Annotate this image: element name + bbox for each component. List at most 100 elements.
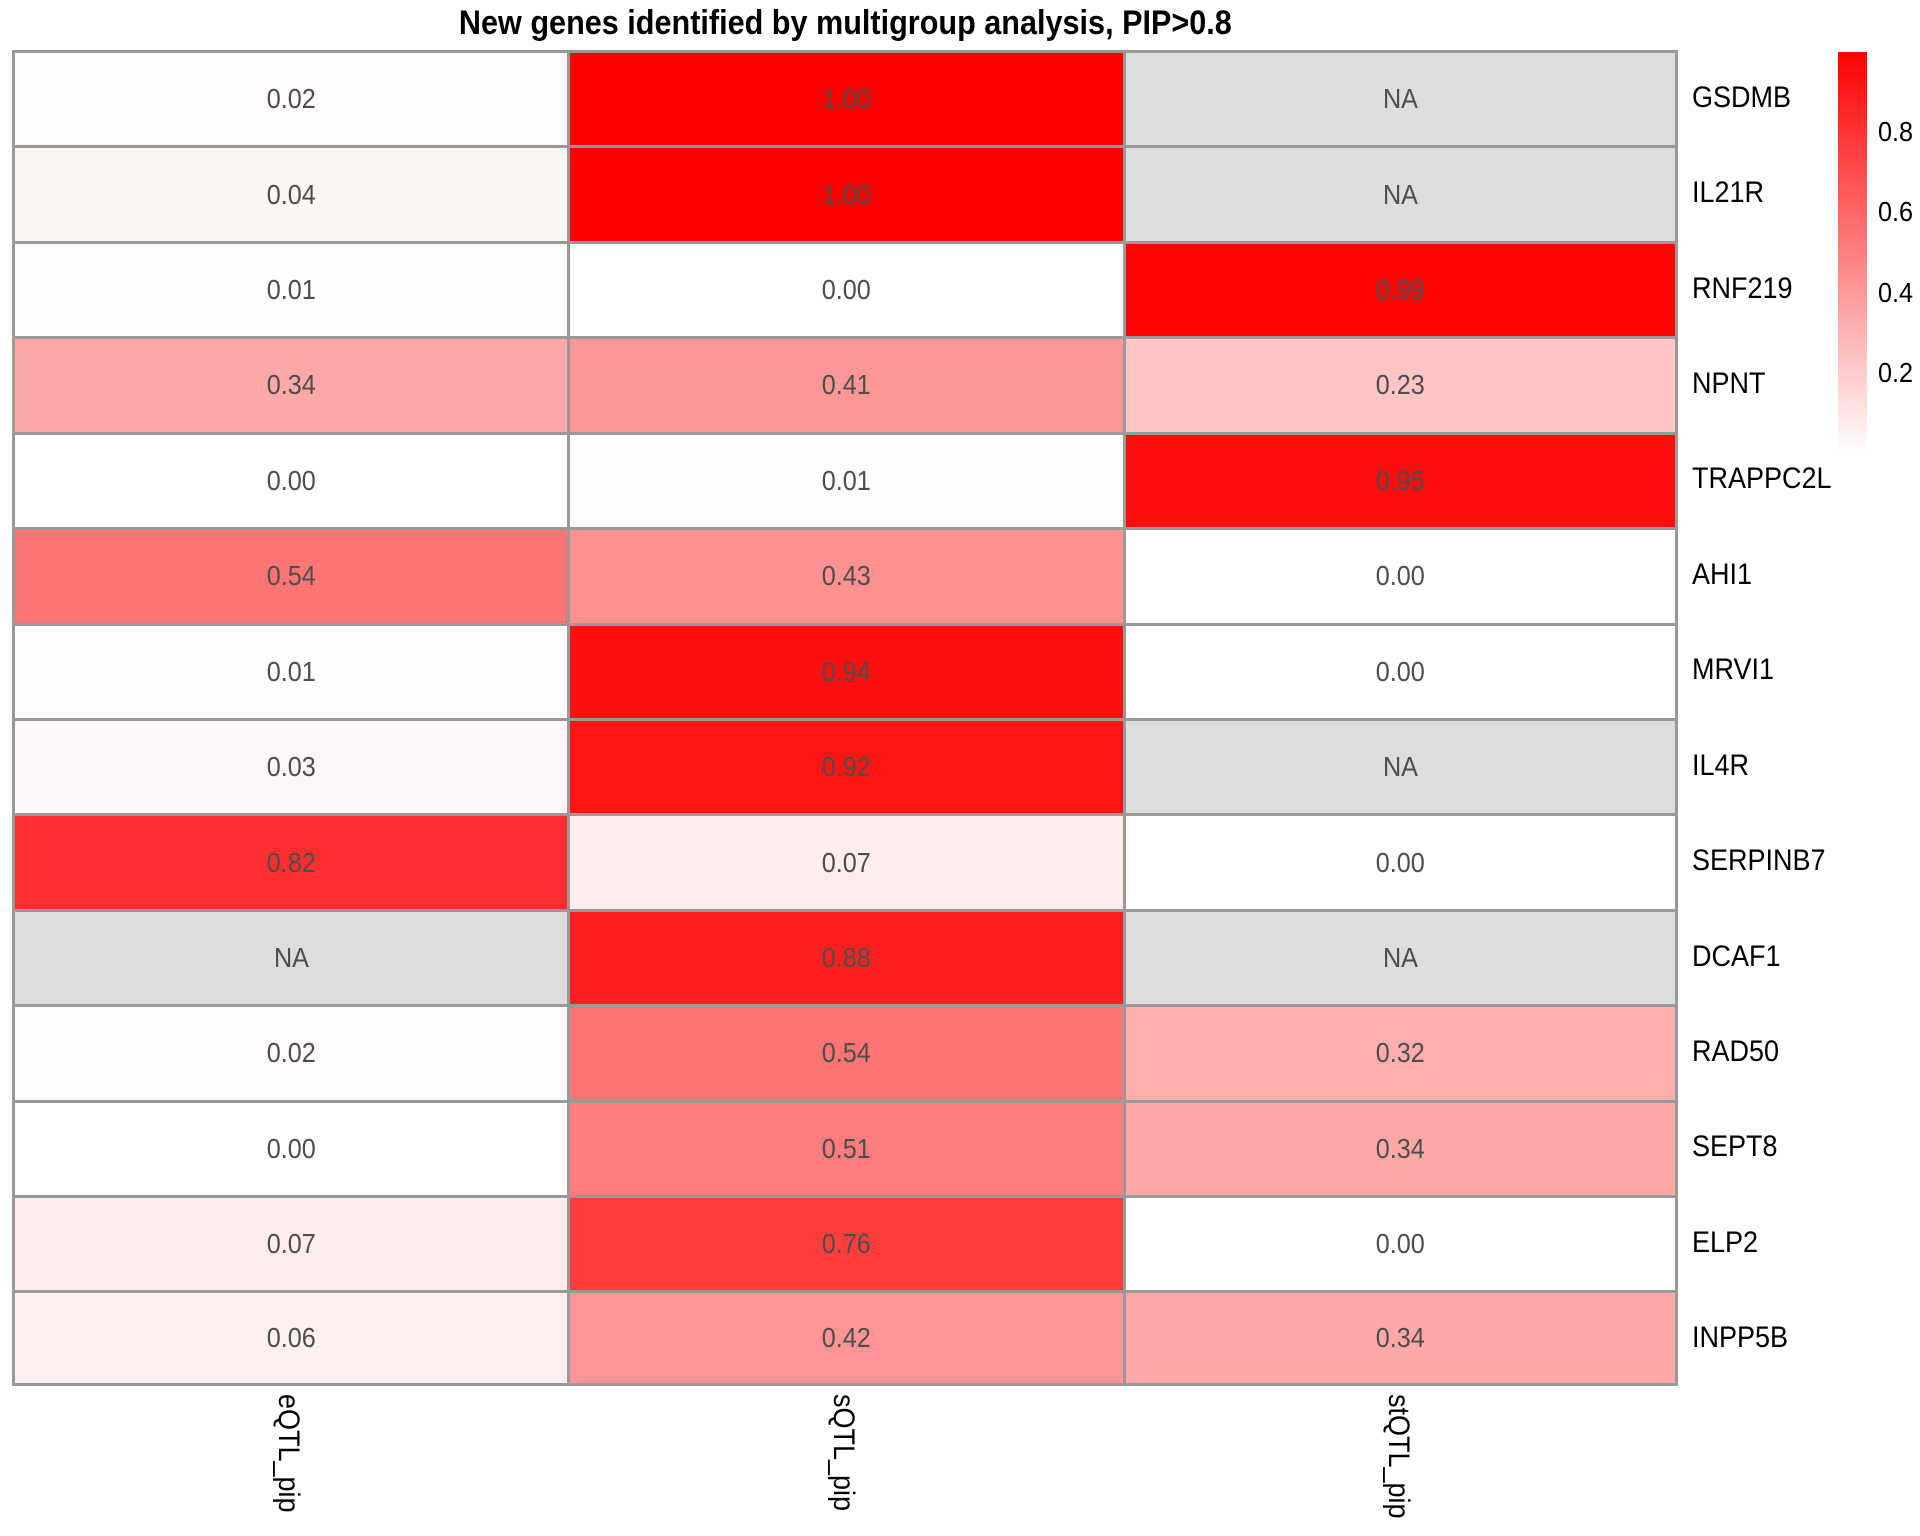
heatmap-cell: 0.00 (1122, 527, 1678, 623)
cell-value: 0.43 (821, 560, 871, 592)
row-label-text: SERPINB7 (1692, 844, 1826, 878)
row-label: GSDMB (1692, 50, 1802, 145)
cell-value: 0.82 (266, 846, 316, 878)
heatmap-cell: NA (1122, 908, 1678, 1005)
row-label: RAD50 (1692, 1004, 1789, 1099)
row-label: TRAPPC2L (1692, 432, 1847, 527)
cell-value: 0.02 (266, 1037, 316, 1069)
row-label-text: DCAF1 (1692, 939, 1781, 973)
heatmap-cell: 0.01 (12, 240, 568, 337)
row-label: NPNT (1692, 336, 1774, 431)
col-label: eQTL_pip (271, 1394, 305, 1513)
cell-value: 0.00 (266, 1132, 316, 1164)
legend-tick-label: 0.4 (1878, 277, 1917, 309)
cell-value: 0.00 (1375, 846, 1425, 878)
row-label: IL21R (1692, 145, 1772, 240)
row-label-text: IL4R (1692, 748, 1750, 782)
heatmap-cell: NA (1122, 145, 1678, 241)
cell-value: NA (1382, 83, 1418, 115)
cell-value: 0.00 (266, 464, 316, 496)
cell-value: 0.54 (821, 1037, 871, 1069)
heatmap-cell: 1.00 (567, 50, 1123, 146)
row-label: DCAF1 (1692, 909, 1790, 1004)
row-label: IL4R (1692, 718, 1755, 813)
heatmap-cell: 0.01 (567, 431, 1123, 528)
heatmap-cell: 0.02 (12, 50, 568, 146)
heatmap-cell: 0.00 (1122, 622, 1678, 718)
heatmap-cell: NA (1122, 717, 1678, 814)
heatmap-cell: 0.34 (12, 336, 568, 432)
cell-value: 0.04 (266, 178, 316, 210)
cell-value: 0.00 (821, 274, 871, 306)
row-label: ELP2 (1692, 1195, 1765, 1290)
heatmap-cell: 0.92 (567, 717, 1123, 814)
heatmap-cell: 0.82 (12, 813, 568, 909)
heatmap-cell: 0.04 (12, 145, 568, 241)
cell-value: 0.00 (1375, 655, 1425, 687)
heatmap-grid: 0.02 1.00 NA 0.04 1.00 NA 0.01 0.00 0.99 0.34 0.41… (12, 50, 1678, 1386)
legend-tick-label: 0.2 (1878, 357, 1917, 389)
row-label-text: RNF219 (1692, 271, 1793, 305)
legend-tick-label: 0.6 (1878, 196, 1917, 228)
cell-value: 0.88 (821, 942, 871, 973)
heatmap-cell: 0.34 (1122, 1099, 1678, 1196)
heatmap-cell: NA (1122, 50, 1678, 146)
cell-value: NA (1382, 751, 1418, 783)
heatmap-cell: 0.76 (567, 1195, 1123, 1291)
cell-value: 0.02 (266, 83, 316, 115)
cell-value: 0.32 (1375, 1037, 1425, 1069)
row-label-text: AHI1 (1692, 557, 1753, 591)
cell-value: 0.01 (821, 464, 871, 496)
cell-value: 1.00 (821, 83, 871, 115)
legend-colorbar (1838, 52, 1867, 453)
row-label: AHI1 (1692, 527, 1759, 622)
heatmap-cell: 0.23 (1122, 336, 1678, 432)
row-label-text: NPNT (1692, 366, 1766, 400)
row-label-text: TRAPPC2L (1692, 462, 1832, 496)
cell-value: 0.01 (266, 655, 316, 687)
row-label-text: RAD50 (1692, 1035, 1780, 1068)
heatmap-cell: 0.01 (12, 622, 568, 718)
cell-value: 0.01 (266, 274, 316, 306)
cell-value: NA (1382, 942, 1418, 973)
legend-tick-label-text: 0.6 (1878, 196, 1914, 228)
cell-value: NA (273, 942, 309, 973)
heatmap-cell: 0.34 (1122, 1290, 1678, 1386)
heatmap-cell: 0.00 (1122, 1195, 1678, 1291)
cell-value: 0.51 (821, 1132, 871, 1164)
heatmap-cell: 0.95 (1122, 431, 1678, 528)
col-label: sQTL_pip (826, 1394, 860, 1512)
row-label: SEPT8 (1692, 1100, 1787, 1195)
cell-value: 0.76 (821, 1228, 871, 1260)
row-label-text: GSDMB (1692, 80, 1792, 114)
heatmap-cell: 0.51 (567, 1099, 1123, 1196)
cell-value: 0.54 (266, 560, 316, 592)
heatmap-cell: 0.00 (567, 240, 1123, 337)
row-label: RNF219 (1692, 241, 1804, 336)
heatmap-cell: 0.00 (12, 1099, 568, 1196)
heatmap-cell: 0.07 (12, 1195, 568, 1291)
chart-title-text: New genes identified by multigroup analy… (458, 4, 1232, 42)
legend-tick-label-text: 0.4 (1878, 276, 1914, 308)
heatmap-cell: 0.02 (12, 1004, 568, 1100)
legend-tick-label-text: 0.8 (1878, 116, 1914, 148)
row-label-text: SEPT8 (1692, 1130, 1778, 1164)
heatmap-cell: NA (12, 908, 568, 1005)
heatmap-cell: 0.32 (1122, 1004, 1678, 1100)
row-label: MRVI1 (1692, 623, 1783, 718)
heatmap-cell: 0.42 (567, 1290, 1123, 1386)
row-label-text: IL21R (1692, 176, 1765, 210)
cell-value: 0.03 (266, 751, 316, 783)
row-label-text: ELP2 (1692, 1225, 1759, 1259)
legend-tick-label: 0.8 (1878, 116, 1917, 148)
cell-value: 0.07 (266, 1228, 316, 1260)
cell-value: 1.00 (821, 178, 871, 210)
heatmap-cell: 0.03 (12, 717, 568, 814)
cell-value: 0.94 (821, 655, 871, 687)
row-label-text: MRVI1 (1692, 653, 1775, 687)
cell-value: 0.07 (821, 846, 871, 878)
row-label: SERPINB7 (1692, 813, 1840, 908)
heatmap-cell: 1.00 (567, 145, 1123, 241)
cell-value: 0.34 (1375, 1132, 1425, 1164)
